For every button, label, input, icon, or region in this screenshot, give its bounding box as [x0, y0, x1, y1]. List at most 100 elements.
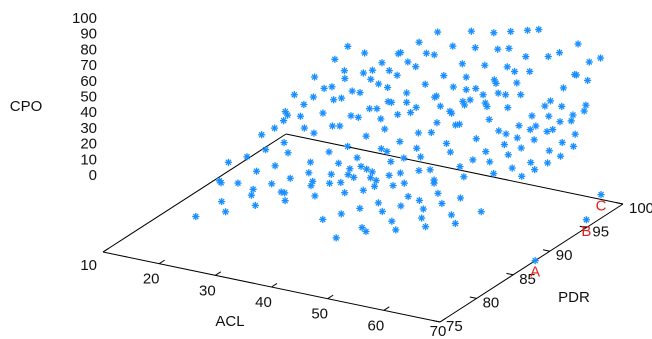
scatter-point — [354, 113, 362, 121]
scatter-point — [358, 223, 366, 232]
scatter-point — [252, 167, 261, 175]
cpo-axis-title: CPO — [10, 98, 43, 115]
scatter-point — [377, 145, 385, 153]
scatter-point — [422, 49, 431, 57]
scatter-point — [513, 134, 521, 142]
acl-tick-label: 60 — [367, 317, 384, 334]
scatter-point — [310, 129, 318, 137]
scatter-point — [436, 102, 444, 110]
scatter-point — [271, 162, 279, 170]
scatter-point — [526, 67, 534, 76]
scatter-point — [421, 80, 429, 88]
scatter-point — [528, 112, 536, 120]
scatter-point — [597, 191, 605, 199]
scatter-point — [567, 117, 575, 125]
scatter-point — [492, 79, 500, 87]
scatter-point — [251, 201, 259, 210]
scatter-point — [415, 196, 424, 205]
cpo-tick-label: 10 — [80, 151, 97, 168]
scatter-point — [396, 169, 404, 177]
scatter-point — [482, 148, 490, 156]
scatter-point — [479, 91, 487, 99]
scatter-point — [451, 121, 460, 129]
scatter-point — [535, 25, 543, 34]
scatter-point — [261, 146, 270, 154]
scatter-point — [362, 227, 370, 236]
scatter-point — [508, 164, 516, 172]
scatter-point — [558, 138, 566, 147]
scatter-point — [415, 166, 423, 175]
acl-tick — [102, 248, 109, 253]
scatter-point — [359, 186, 367, 194]
scatter-point — [467, 27, 475, 35]
scatter-point — [290, 91, 298, 99]
scatter-point — [460, 173, 468, 181]
annotation-a: A — [530, 264, 540, 281]
scatter-point — [462, 73, 470, 81]
scatter-point — [505, 44, 513, 52]
scatter-point — [430, 51, 438, 59]
scatter-point — [363, 165, 371, 173]
scatter-point — [555, 49, 564, 57]
acl-tick-label: 70 — [430, 323, 447, 339]
scatter-point — [502, 130, 510, 138]
scatter-point — [447, 211, 456, 219]
scatter-point — [582, 101, 590, 109]
scatter-point — [370, 182, 379, 190]
scatter-point — [277, 188, 285, 196]
scatter-point — [504, 151, 512, 159]
scatter-point — [215, 177, 224, 185]
scatter-point — [532, 122, 540, 130]
scatter-point — [341, 189, 349, 197]
scatter-point — [500, 140, 508, 149]
pdr-tick — [433, 320, 441, 323]
scatter-point — [281, 108, 289, 116]
scatter-point — [449, 42, 457, 50]
scatter-point — [442, 139, 451, 148]
scatter-point — [556, 118, 564, 126]
scatter-point — [284, 149, 292, 157]
scatter-point — [558, 102, 566, 110]
acl-tick — [271, 283, 278, 288]
scatter-point — [571, 70, 579, 79]
scatter-point — [378, 59, 386, 67]
acl-tick — [383, 306, 390, 311]
scatter-point — [356, 89, 364, 97]
scatter-point — [400, 154, 408, 162]
back-left-floor-line — [102, 133, 287, 253]
pdr-tick-label: 80 — [483, 294, 500, 311]
scatter-point — [328, 122, 337, 130]
scatter-point — [543, 127, 551, 136]
scatter-point — [300, 100, 308, 109]
scatter-point — [359, 69, 368, 77]
scatter-point — [281, 197, 289, 205]
scatter-point — [531, 165, 539, 174]
scatter-point — [392, 226, 400, 234]
scatter-point — [486, 158, 494, 166]
scatter-point — [393, 71, 401, 79]
scatter-point — [412, 63, 420, 71]
scatter-point — [362, 132, 370, 140]
cpo-tick-label: 90 — [80, 26, 97, 43]
pdr-tick-label: 85 — [519, 271, 536, 288]
acl-axis-title: ACL — [215, 313, 244, 330]
scatter-point — [384, 83, 392, 92]
scatter-point — [389, 181, 397, 190]
cpo-tick-label: 60 — [80, 73, 97, 90]
scatter-point — [337, 94, 346, 102]
acl-tick-label: 10 — [80, 257, 97, 274]
scatter-point — [526, 125, 534, 134]
scatter-point — [466, 96, 474, 104]
scatter-point — [305, 169, 313, 177]
scatter-point — [522, 53, 530, 61]
scatter-point — [374, 199, 382, 207]
scatter-point — [258, 131, 266, 139]
scatter-point — [556, 152, 565, 160]
scatter-point — [268, 180, 276, 188]
scatter-point — [421, 223, 430, 231]
scatter-point — [462, 86, 470, 94]
scatter-point — [403, 89, 411, 97]
scatter-point — [397, 202, 405, 210]
